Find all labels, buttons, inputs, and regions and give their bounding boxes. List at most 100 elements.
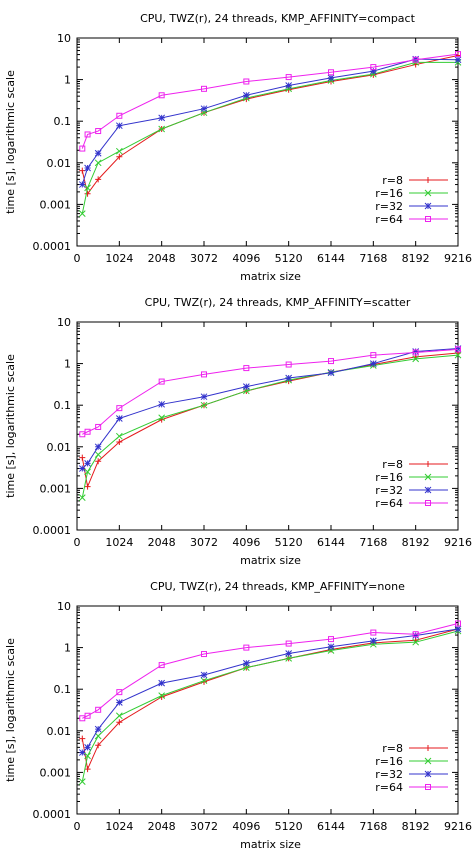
x-tick-label: 4096 [232,536,260,549]
y-axis-label: time [s], logarithmic scale [4,70,17,214]
data-point [116,405,123,412]
legend-marker [424,486,432,494]
x-tick-label: 8192 [402,820,430,833]
legend-label: r=64 [375,497,403,510]
data-point [158,662,165,669]
chart-title: CPU, TWZ(r), 24 threads, KMP_AFFINITY=sc… [145,296,411,309]
plot-frame [76,37,459,247]
y-tick-label: 0.1 [54,683,72,696]
data-point [369,70,377,78]
series-line [81,61,458,214]
data-point [84,766,91,773]
data-point [243,644,250,651]
legend-marker [425,745,431,751]
data-point [79,145,86,152]
data-point [95,423,102,430]
legend-marker [424,473,432,481]
data-point [115,122,123,130]
data-point [95,742,102,749]
data-point [115,699,123,706]
legend-label: r=16 [375,187,403,200]
x-tick-label: 6144 [317,536,345,549]
data-point [200,671,208,679]
y-tick-label: 0.01 [47,157,72,170]
x-axis-label: matrix size [240,554,301,567]
x-tick-label: 3072 [190,536,218,549]
legend-label: r=64 [375,781,403,794]
legend-label: r=32 [375,484,403,497]
data-point [78,778,86,785]
data-point [115,432,123,440]
x-tick-label: 4096 [232,820,260,833]
data-point [158,92,165,99]
data-point [242,383,250,390]
series-r=64 [79,620,461,722]
data-point [78,494,86,501]
data-point [370,352,377,359]
data-point [370,629,377,636]
data-point [285,640,292,647]
x-axis-label: matrix size [240,270,301,283]
series-r=8 [79,349,461,490]
legend-label: r=16 [375,755,403,768]
data-point [158,679,166,687]
data-point [327,369,335,377]
series-r=16 [78,351,462,501]
data-point [328,358,334,365]
x-tick-label: 2048 [148,820,176,833]
data-point [328,636,334,643]
series-line [81,53,459,149]
y-tick-label: 0.01 [47,441,72,454]
series-line [81,628,459,771]
series-line [81,354,459,498]
legend: r=8r=16r=32r=64 [375,742,448,794]
series-line [81,348,459,469]
plot-frame [76,605,459,815]
x-tick-label: 3072 [190,820,218,833]
data-point [115,147,123,155]
data-point [455,620,461,627]
data-point [116,439,123,446]
legend-label: r=32 [375,768,403,781]
x-tick-label: 5120 [275,252,303,265]
series-r=16 [78,627,462,785]
data-point [242,659,250,667]
chart-panel-3: CPU, TWZ(r), 24 threads, KMP_AFFINITY=no… [4,580,472,851]
x-tick-label: 5120 [275,536,303,549]
data-point [84,428,91,435]
legend: r=8r=16r=32r=64 [375,458,448,510]
data-point [78,181,86,188]
data-point [94,732,102,740]
data-point [285,82,293,89]
legend-label: r=8 [382,174,403,187]
x-tick-label: 2048 [148,252,176,265]
x-tick-label: 1024 [105,536,133,549]
legend-label: r=16 [375,471,403,484]
data-point [200,393,208,401]
x-tick-label: 7168 [359,536,387,549]
legend-label: r=8 [382,458,403,471]
x-tick-label: 8192 [402,536,430,549]
x-tick-label: 5120 [275,820,303,833]
data-point [285,655,293,662]
data-point [369,360,377,367]
data-point [412,349,419,356]
data-point [84,744,91,751]
data-point [285,650,293,657]
chart-panel-1: CPU, TWZ(r), 24 threads, KMP_AFFINITY=co… [4,12,472,283]
data-point [84,483,91,490]
x-axis-label: matrix size [240,838,301,851]
x-tick-label: 1024 [105,252,133,265]
x-tick-label: 6144 [317,252,345,265]
data-point [242,91,250,99]
data-point [201,371,207,378]
y-axis-label: time [s], logarithmic scale [4,638,17,782]
chart-title: CPU, TWZ(r), 24 threads, KMP_AFFINITY=no… [150,580,405,593]
series-line [82,622,459,719]
data-point [94,443,102,451]
data-point [158,125,166,133]
legend-label: r=64 [375,213,403,226]
x-tick-label: 0 [74,252,81,265]
plot-frame [76,321,459,531]
x-tick-label: 9216 [444,252,472,265]
